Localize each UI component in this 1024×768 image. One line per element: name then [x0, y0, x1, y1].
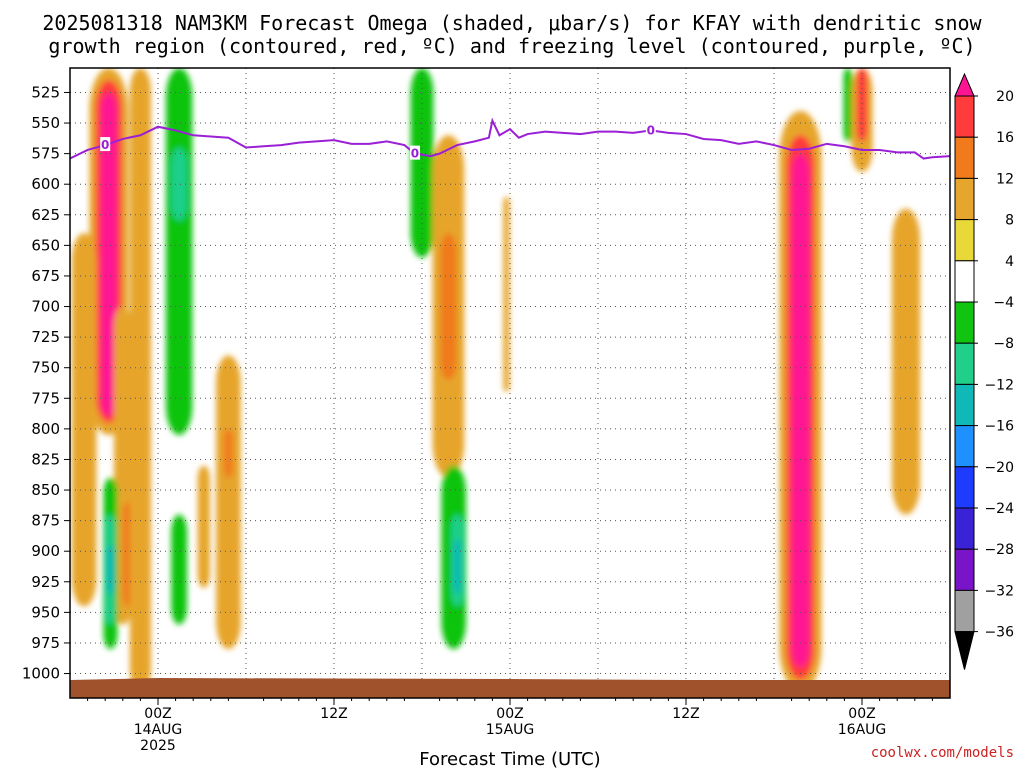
freezing-label-bg-0 [100, 137, 111, 152]
omega-region-10 [165, 68, 193, 435]
grid-lines [70, 68, 950, 698]
colorbar-segment-12 [954, 589, 975, 633]
title-line-2: growth region (contoured, red, ºC) and f… [48, 34, 975, 58]
colorbar-label-10: −24 [984, 501, 1014, 517]
colorbar-top-arrow [954, 72, 975, 97]
y-tick-label-1000: 1000 [22, 665, 60, 683]
y-tick-label-975: 975 [31, 634, 60, 652]
x-tick-label-0-1: 14AUG [134, 722, 183, 738]
freezing-label-1: 0 [411, 147, 419, 161]
colorbar-label-9: −20 [984, 460, 1014, 476]
colorbar-segment-7 [954, 383, 975, 427]
x-tick-label-1-0: 12Z [320, 706, 347, 722]
omega-region-26 [843, 68, 853, 142]
y-tick-label-950: 950 [31, 603, 60, 621]
omega-shading [71, 68, 921, 692]
freezing-level-line [70, 117, 950, 160]
omega-region-3 [71, 233, 97, 607]
omega-region-29 [891, 208, 921, 515]
freezing-label-2: 0 [647, 123, 655, 137]
colorbar-label-1: 16 [996, 130, 1014, 146]
x-tick-label-4-0: 00Z [848, 706, 875, 722]
omega-region-28 [856, 68, 868, 142]
colorbar-label-0: 20 [996, 89, 1014, 105]
y-tick-label-850: 850 [31, 481, 60, 499]
y-tick-label-550: 550 [31, 114, 60, 132]
y-tick-label-875: 875 [31, 512, 60, 530]
omega-region-11 [171, 147, 188, 221]
title-line-1: 2025081318 NAM3KM Forecast Omega (shaded… [42, 11, 982, 35]
colorbar-label-4: 4 [1005, 254, 1014, 270]
colorbar-segment-2 [954, 177, 975, 221]
x-tick-label-2-1: 15AUG [486, 722, 535, 738]
y-tick-label-650: 650 [31, 236, 60, 254]
freezing-level-labels: 0 0 0 [100, 122, 656, 161]
omega-region-12 [171, 514, 188, 625]
y-tick-label-525: 525 [31, 83, 60, 101]
colorbar-label-11: −28 [984, 542, 1014, 558]
colorbar-segment-3 [954, 219, 975, 262]
y-tick-label-600: 600 [31, 175, 60, 193]
omega-region-9 [106, 545, 114, 595]
y-tick-label-900: 900 [31, 542, 60, 560]
colorbar-segment-1 [954, 136, 975, 179]
y-tick-label-625: 625 [31, 206, 60, 224]
x-axis-title: Forecast Time (UTC) [419, 749, 600, 768]
colorbar-label-13: −36 [984, 625, 1014, 641]
colorbar-label-2: 12 [996, 171, 1014, 187]
colorbar-segment-6 [954, 342, 975, 385]
colorbar-segment-9 [954, 466, 975, 509]
x-tick-label-0-2: 2025 [140, 738, 176, 754]
omega-region-16 [410, 68, 434, 258]
freezing-label-0: 0 [101, 138, 109, 152]
freezing-label-bg-2 [645, 122, 656, 137]
colorbar-label-7: −12 [984, 377, 1014, 393]
credit-text: coolwx.com/models [871, 745, 1014, 761]
omega-region-6 [129, 68, 151, 692]
freezing-label-bg-1 [409, 145, 420, 160]
y-tick-label-750: 750 [31, 359, 60, 377]
omega-region-15 [224, 428, 233, 478]
plot-area: 0 0 0 [70, 68, 950, 698]
colorbar-segment-8 [954, 425, 975, 468]
colorbar-segment-11 [954, 548, 975, 591]
y-tick-label-775: 775 [31, 389, 60, 407]
y-axis: 525 550 575 600 625 650 675 700 725 750 775 800 825 8… [22, 83, 70, 683]
omega-region-2 [100, 92, 117, 417]
y-tick-label-800: 800 [31, 420, 60, 438]
x-tick-label-2-0: 00Z [496, 706, 523, 722]
colorbar: 20 16 12 8 4 −4 −8 −12 −16 −20 −24 −28 −32 −36 [954, 72, 1014, 670]
omega-region-18 [440, 233, 457, 380]
omega-region-21 [453, 538, 461, 595]
omega-region-13 [197, 465, 210, 588]
colorbar-label-12: −32 [984, 583, 1014, 599]
omega-region-14 [216, 355, 241, 650]
ground-surface [70, 678, 950, 698]
omega-region-25 [791, 153, 810, 668]
y-tick-label-825: 825 [31, 450, 60, 468]
omega-region-22 [503, 196, 510, 393]
colorbar-label-6: −8 [993, 336, 1014, 352]
colorbar-label-8: −16 [984, 419, 1014, 435]
y-tick-label-575: 575 [31, 145, 60, 163]
y-tick-label-925: 925 [31, 573, 60, 591]
colorbar-segment-10 [954, 507, 975, 550]
colorbar-segment-5 [954, 301, 975, 344]
y-tick-label-675: 675 [31, 267, 60, 285]
colorbar-bottom-arrow [954, 631, 975, 670]
colorbar-label-5: −4 [993, 295, 1014, 311]
y-tick-label-700: 700 [31, 298, 60, 316]
y-tick-label-725: 725 [31, 328, 60, 346]
colorbar-segment-0 [954, 95, 975, 138]
x-tick-label-3-0: 12Z [672, 706, 699, 722]
x-tick-label-0-0: 00Z [144, 706, 171, 722]
x-tick-label-4-1: 16AUG [838, 722, 887, 738]
colorbar-segment-4 [954, 260, 975, 303]
colorbar-label-3: 8 [1005, 213, 1014, 229]
